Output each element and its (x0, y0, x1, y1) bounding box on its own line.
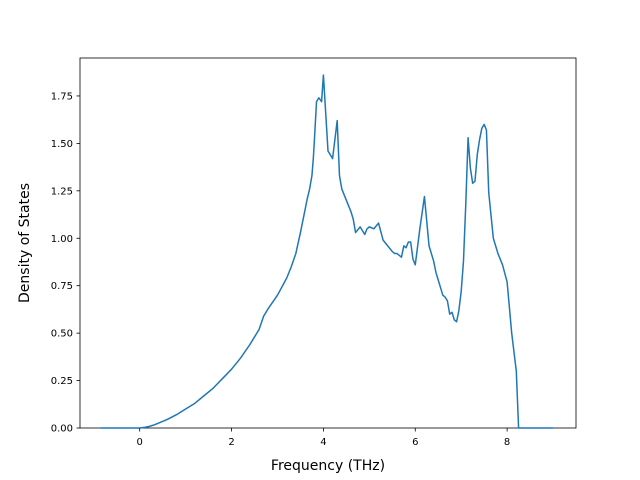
x-tick-label: 8 (504, 437, 510, 448)
x-tick-label: 0 (137, 437, 143, 448)
y-tick-label: 0.75 (51, 281, 73, 292)
y-tick-label: 1.00 (51, 234, 73, 245)
y-tick-label: 0.00 (51, 424, 73, 435)
y-tick-label: 1.25 (51, 186, 73, 197)
series-line (99, 74, 554, 429)
y-tick-label: 0.50 (51, 329, 73, 340)
y-tick-label: 0.25 (51, 376, 73, 387)
y-axis: 0.00 0.25 0.50 0.75 1.00 1.25 1.50 1.75 (51, 91, 80, 435)
plot-area (79, 57, 577, 429)
plot-frame (79, 57, 577, 429)
x-axis-title: Frequency (THz) (271, 458, 385, 474)
y-axis-title: Density of States (17, 183, 33, 303)
y-tick-label: 1.75 (51, 91, 73, 102)
x-tick-label: 6 (412, 437, 418, 448)
x-tick-label: 2 (228, 437, 234, 448)
x-axis: 0 2 4 6 8 (137, 428, 510, 448)
y-tick-label: 1.50 (51, 139, 73, 150)
x-tick-label: 4 (320, 437, 326, 448)
